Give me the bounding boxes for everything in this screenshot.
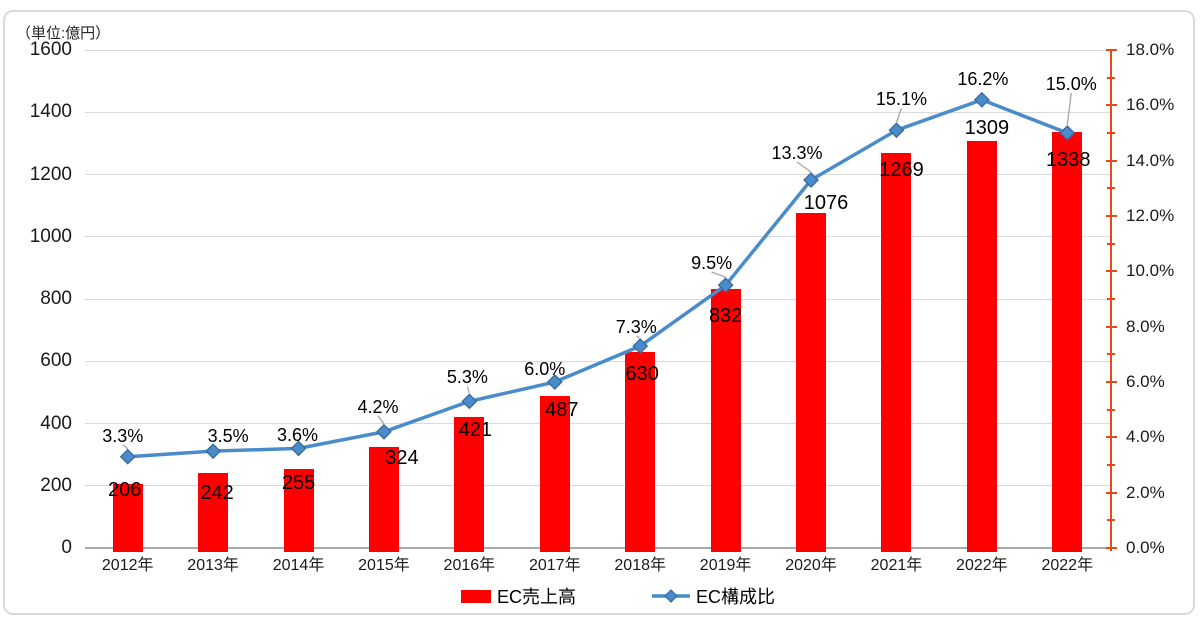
axis-unit-label: （単位:億円） (16, 25, 111, 42)
line-series-swatch (652, 589, 690, 603)
bar-series-swatch (460, 589, 491, 603)
legend-label-ec-sales: EC売上高 (496, 587, 576, 607)
chart-outer-border (3, 10, 1195, 615)
legend-item-ec-sales: EC売上高 (460, 583, 576, 609)
legend-label-ec-ratio: EC構成比 (696, 587, 776, 607)
legend-item-ec-ratio: EC構成比 (652, 583, 775, 609)
legend: EC売上高 EC構成比 (18, 584, 1200, 608)
